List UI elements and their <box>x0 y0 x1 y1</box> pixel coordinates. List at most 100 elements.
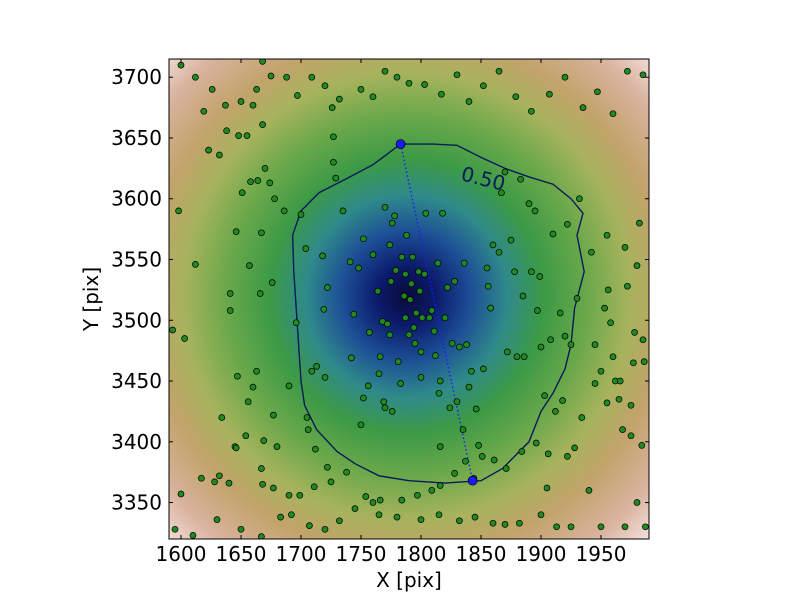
scatter-point <box>631 329 638 336</box>
scatter-point <box>448 340 456 347</box>
scatter-point <box>294 92 301 99</box>
scatter-point <box>381 404 389 412</box>
scatter-point <box>561 73 569 81</box>
scatter-point <box>208 86 216 93</box>
scatter-point <box>216 151 223 159</box>
scatter-point <box>446 404 454 412</box>
scatter-point <box>200 107 208 115</box>
scatter-point <box>597 367 605 375</box>
scatter-point <box>320 305 328 313</box>
scatter-point <box>393 73 401 81</box>
scatter-point <box>422 209 430 217</box>
scatter-point <box>639 71 647 79</box>
scatter-point <box>432 352 439 359</box>
scatter-point <box>465 383 473 391</box>
scatter-point <box>438 90 445 98</box>
scatter-point <box>603 231 611 239</box>
scatter-point <box>520 353 528 361</box>
scatter-point <box>537 511 545 519</box>
scatter-point <box>362 493 370 500</box>
scatter-point <box>405 79 413 87</box>
scatter-point <box>360 394 367 402</box>
scatter-point <box>288 511 295 519</box>
y-tick-label: 3650 <box>111 126 162 150</box>
scatter-point <box>601 304 608 312</box>
scatter-point <box>258 465 265 472</box>
scatter-point <box>517 175 524 183</box>
scatter-point <box>243 132 251 139</box>
scatter-point <box>376 353 384 361</box>
scatter-point <box>588 248 595 256</box>
scatter-point <box>330 133 337 141</box>
scatter-point <box>478 453 486 460</box>
scatter-point <box>351 505 359 512</box>
scatter-point <box>169 326 176 334</box>
scatter-point <box>416 287 424 295</box>
scatter-point <box>339 207 347 215</box>
scatter-point <box>604 286 612 294</box>
scatter-point <box>308 73 316 81</box>
scatter-point <box>480 365 487 373</box>
scatter-point <box>418 314 426 322</box>
scatter-point <box>244 398 252 406</box>
scatter-point <box>417 374 425 381</box>
scatter-point <box>441 314 449 322</box>
scatter-point <box>453 71 461 79</box>
scatter-point <box>451 470 458 477</box>
scatter-point <box>609 353 617 361</box>
scatter-point <box>376 496 384 504</box>
scatter-point <box>388 219 396 227</box>
scatter-point <box>547 336 554 344</box>
scatter-point <box>268 279 276 286</box>
scatter-point <box>386 331 394 339</box>
scatter-point <box>536 273 544 280</box>
scatter-point <box>330 158 337 166</box>
scatter-point <box>456 517 463 525</box>
scatter-point <box>237 98 245 105</box>
scatter-point <box>175 207 182 215</box>
scatter-point <box>453 398 461 406</box>
scatter-point <box>528 107 535 115</box>
x-tick-label: 1750 <box>336 542 387 566</box>
scatter-point <box>468 367 475 375</box>
scatter-point <box>402 270 409 278</box>
scatter-point <box>328 104 336 111</box>
scatter-point <box>381 67 389 75</box>
scatter-point <box>369 251 377 258</box>
scatter-point <box>366 329 373 336</box>
scatter-point <box>490 456 498 464</box>
scatter-point <box>546 90 553 98</box>
scatter-point <box>375 370 383 378</box>
scatter-point <box>633 499 641 506</box>
y-tick-label: 3350 <box>111 491 162 515</box>
scatter-point <box>571 444 578 452</box>
contour-line <box>291 143 585 484</box>
scatter-point <box>616 377 624 385</box>
scatter-point <box>518 448 526 455</box>
scatter-point <box>435 511 443 519</box>
scatter-point <box>249 101 257 109</box>
scatter-point <box>234 372 241 380</box>
scatter-point <box>549 230 557 238</box>
scatter-point <box>192 261 199 268</box>
scatter-point <box>319 252 326 260</box>
scatter-point <box>421 81 428 88</box>
scatter-point <box>444 284 451 291</box>
scatter-point <box>261 165 269 172</box>
scatter-point <box>283 73 290 81</box>
scatter-point <box>277 513 284 521</box>
scatter-point <box>253 86 260 93</box>
scatter-point <box>414 491 421 499</box>
scatter-point <box>462 457 469 465</box>
scatter-point <box>235 132 242 139</box>
scatter-point <box>428 487 436 494</box>
scatter-point <box>456 343 463 351</box>
scatter-point <box>374 287 382 295</box>
scatter-point <box>528 268 535 276</box>
scatter-point <box>403 231 410 239</box>
scatter-point <box>567 341 575 348</box>
scatter-point <box>253 367 260 375</box>
y-tick-label: 3600 <box>111 187 162 211</box>
y-axis-label: Y [pix] <box>79 267 103 332</box>
scatter-point <box>544 450 552 458</box>
